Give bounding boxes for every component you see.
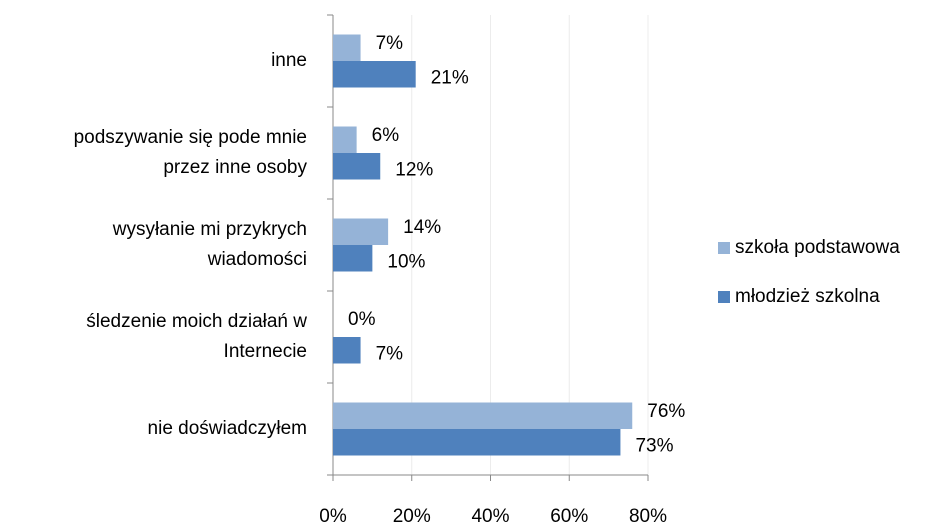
data-label: 73%: [635, 435, 673, 456]
data-label: 21%: [431, 67, 469, 88]
y-tick-label: śledzenie moich działań w Internecie: [86, 311, 307, 362]
bar: [333, 218, 389, 245]
bar: [333, 337, 361, 364]
y-tick-label-line: śledzenie moich działań w: [86, 311, 307, 332]
x-tick-label: 40%: [471, 506, 509, 527]
bar: [333, 245, 373, 272]
x-tick-label: 20%: [393, 506, 431, 527]
x-tick-label: 80%: [629, 506, 667, 527]
data-label: 12%: [395, 159, 433, 180]
data-label: 10%: [387, 251, 425, 272]
data-label: 7%: [376, 33, 404, 54]
bar: [333, 126, 357, 153]
y-tick-label: inne: [271, 50, 307, 71]
legend-label: młodzież szkolna: [735, 286, 880, 307]
y-tick-label-line: inne: [271, 50, 307, 71]
y-tick-label: nie doświadczyłem: [148, 418, 307, 439]
y-tick-label: wysyłanie mi przykrych wiadomości: [112, 219, 307, 270]
y-tick-label-line: wysyłanie mi przykrych: [112, 219, 307, 240]
bar: [333, 34, 361, 61]
data-label: 14%: [403, 217, 441, 238]
y-tick-label: podszywanie się pode mnie przez inne osob…: [74, 127, 308, 178]
legend-label: szkoła podstawowa: [735, 237, 900, 258]
data-label: 0%: [348, 309, 376, 330]
data-label: 76%: [647, 401, 685, 422]
legend-swatch: [718, 291, 730, 303]
y-tick-label-line: nie doświadczyłem: [148, 418, 307, 439]
bar: [333, 402, 633, 429]
data-label: 7%: [376, 343, 404, 364]
y-tick-label-line: przez inne osoby: [163, 157, 307, 178]
data-label: 6%: [372, 125, 400, 146]
x-tick-label: 60%: [550, 506, 588, 527]
y-tick-label-line: wiadomości: [207, 249, 307, 270]
y-tick-label-line: podszywanie się pode mnie: [74, 127, 307, 148]
bar: [333, 153, 381, 180]
bar: [333, 429, 621, 456]
bar: [333, 61, 416, 88]
legend-swatch: [718, 242, 730, 254]
x-tick-label: 0%: [319, 506, 347, 527]
y-tick-label-line: Internecie: [224, 341, 307, 362]
